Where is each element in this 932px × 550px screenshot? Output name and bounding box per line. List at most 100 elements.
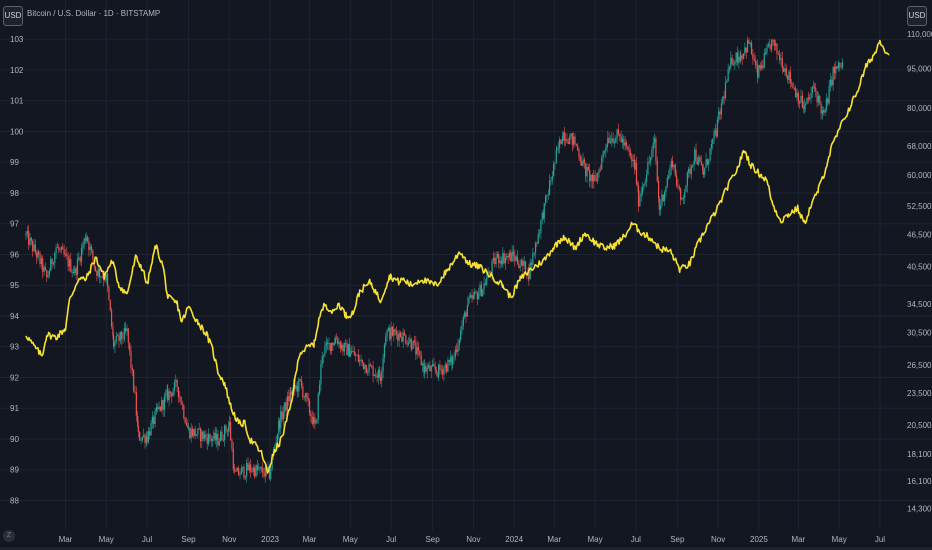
left-price-axis[interactable]: 88 89 90 91 92 93 94 95 96 97 98 99 100 101 102 103 (10, 35, 24, 505)
candle-body (64, 253, 67, 255)
candle-body (214, 432, 216, 441)
candle-body (756, 64, 758, 66)
candle-body (595, 179, 598, 181)
candle-body (54, 252, 56, 264)
zoom-button[interactable]: Z (3, 530, 15, 542)
candle-body (284, 402, 286, 412)
candle-body (816, 91, 818, 103)
candle-body (538, 232, 541, 234)
left-axis-tick-label: 89 (10, 466, 19, 475)
candle-body (181, 404, 184, 406)
time-axis[interactable]: Mar May Jul Sep Nov 2023 Mar May Jul Sep Nov 2024 Ma… (59, 535, 886, 544)
candle-body (573, 136, 575, 145)
candle-body (633, 159, 636, 169)
candle-body (806, 97, 808, 104)
candle-body (589, 170, 591, 182)
candle-body (700, 161, 702, 166)
candle-body (286, 396, 289, 411)
candle-body (282, 411, 285, 420)
candle-body (402, 332, 404, 342)
candle-body (101, 276, 103, 278)
candle-body (724, 82, 727, 98)
candle-body (398, 332, 400, 341)
time-axis-tick-label: Sep (425, 535, 440, 544)
right-axis-tick-label: 34,500 (907, 300, 932, 309)
candle-body (238, 468, 240, 476)
candle-body (232, 448, 234, 470)
candle-body (460, 330, 462, 341)
candle-body (368, 364, 370, 373)
candle-body (713, 131, 715, 139)
candle-body (167, 389, 169, 401)
candle-body (176, 380, 178, 388)
candle-body (563, 132, 565, 141)
candle-body (488, 271, 491, 274)
candle-body (108, 287, 110, 300)
time-axis-tick-label: Nov (711, 535, 725, 544)
candle-body (363, 362, 365, 370)
candle-body (507, 255, 509, 258)
candle-body (643, 183, 645, 188)
time-axis-tick-label: May (588, 535, 603, 544)
candle-body (653, 138, 656, 143)
candle-body (581, 161, 583, 166)
candle-body (739, 56, 741, 61)
candle-body (385, 336, 387, 345)
candle-body (252, 467, 254, 472)
candle-body (207, 434, 210, 444)
right-currency-badge[interactable]: USD (907, 6, 927, 26)
time-axis-tick-label: Mar (59, 535, 73, 544)
time-axis-tick-label: Sep (181, 535, 196, 544)
candle-body (58, 247, 60, 250)
candle-body (499, 260, 501, 264)
left-axis-tick-label: 94 (10, 312, 19, 321)
candle-body (641, 187, 644, 194)
right-price-axis[interactable]: 14,300 16,100 18,100 20,500 23,500 26,500 30,5… (907, 30, 932, 513)
candle-body (780, 58, 782, 60)
time-axis-tick-label: May (832, 535, 847, 544)
candle-body (627, 146, 629, 150)
candle-body (256, 465, 258, 470)
candle-body (260, 467, 262, 468)
candle-body (423, 363, 425, 373)
candle-body (727, 69, 729, 82)
candle-body (46, 270, 48, 278)
time-axis-tick-label: 2024 (505, 535, 523, 544)
left-currency-badge[interactable]: USD (3, 6, 23, 26)
candle-body (571, 133, 573, 145)
candle-body (328, 342, 330, 344)
candle-body (716, 119, 719, 137)
candle-body (738, 56, 740, 63)
candle-body (705, 159, 707, 168)
candle-body (345, 343, 347, 344)
right-axis-tick-label: 23,500 (907, 389, 932, 398)
candle-body (640, 193, 642, 197)
time-axis-tick-label: 2023 (261, 535, 279, 544)
candle-body (454, 349, 456, 358)
candle-body (582, 159, 584, 166)
candle-body (430, 366, 432, 372)
candle-body (325, 342, 327, 347)
candle-body (205, 434, 207, 438)
candle-body (118, 335, 120, 341)
candle-body (98, 268, 101, 277)
candle-body (472, 295, 474, 299)
candle-body (644, 181, 646, 184)
candle-body (684, 191, 686, 198)
candle-body (710, 143, 713, 149)
candle-body (431, 363, 434, 367)
candle-body (30, 238, 32, 241)
candle-body (135, 392, 137, 416)
candle-body (606, 144, 608, 148)
candle-body (586, 167, 588, 177)
candle-body (452, 358, 454, 365)
candle-body (85, 236, 87, 241)
candle-body (335, 338, 337, 344)
candle-body (457, 345, 459, 352)
candle-body (324, 346, 326, 355)
candle-body (769, 44, 771, 45)
candle-body (832, 66, 834, 86)
right-axis-tick-label: 40,500 (907, 263, 932, 272)
